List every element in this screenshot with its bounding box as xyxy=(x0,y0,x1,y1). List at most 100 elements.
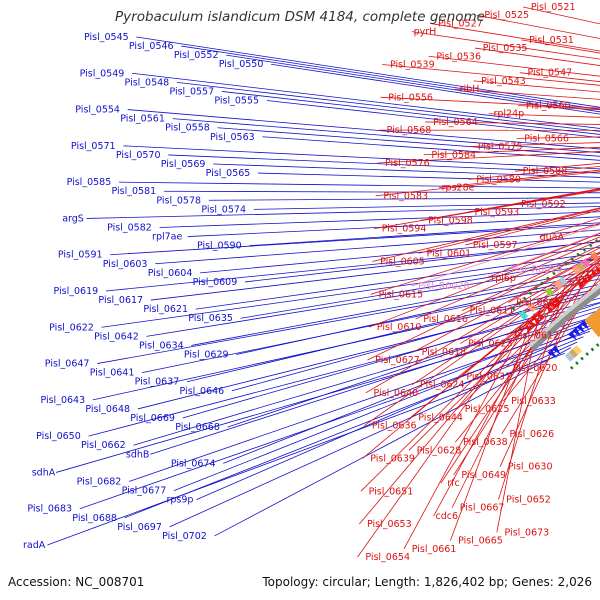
gene-label: rfc xyxy=(447,478,459,489)
leader-line xyxy=(470,142,600,147)
gene-label: Pisl_0574 xyxy=(201,204,246,215)
leader-line xyxy=(101,257,600,328)
cog-block xyxy=(571,265,582,276)
leader-line xyxy=(454,88,600,100)
gene-label: Pisl_0547 xyxy=(528,68,573,79)
tick-dot xyxy=(588,243,593,248)
tick-dot xyxy=(534,286,539,291)
gene-label: Pisl_0588 xyxy=(523,166,568,177)
leader-line xyxy=(440,277,578,484)
genome-title: Pyrobaculum islandicum DSM 4184, complet… xyxy=(115,9,485,25)
leader-line xyxy=(163,190,600,194)
tick-dot xyxy=(546,276,550,281)
gene-label: radA xyxy=(23,540,46,551)
leader-line xyxy=(196,325,597,501)
leader-line xyxy=(123,145,600,170)
gene-label: Pisl_0619 xyxy=(54,286,99,297)
cog-block xyxy=(518,310,529,320)
gene-label: rpl24p xyxy=(493,109,524,120)
gene-label: Pisl_0584 xyxy=(431,150,476,161)
reverse-gene-mark xyxy=(591,269,598,278)
leader-line xyxy=(253,202,600,210)
gene-label: Pisl_0634 xyxy=(139,340,184,351)
gene-label: Pisl_0650 xyxy=(36,431,81,442)
leader-line xyxy=(155,229,600,265)
gene-label: Pisl_0561 xyxy=(120,114,165,125)
forward-gene-mark xyxy=(547,348,557,359)
gene-label: Pisl_0643 xyxy=(40,395,85,406)
gene-label: cdc6 xyxy=(436,511,459,522)
backbone-ring xyxy=(531,288,600,351)
gene-label: Pisl_0536 xyxy=(436,51,481,62)
leader-line xyxy=(136,36,600,108)
gene-label: Pisl_0640 xyxy=(374,388,419,399)
leader-line xyxy=(518,105,600,111)
gene-label: Pisl_0556 xyxy=(388,92,433,103)
gene-label: Pisl_0612 xyxy=(514,330,559,341)
gene-label: Pisl_0688 xyxy=(72,513,117,524)
gene-label: Pisl_0552 xyxy=(174,50,219,61)
leader-line xyxy=(271,63,600,115)
gene-label: Pisl_0667 xyxy=(460,503,505,514)
leader-line xyxy=(375,171,600,197)
leader-line xyxy=(181,45,600,110)
gene-label: sdhB xyxy=(126,449,150,460)
gene-label: Pisl_0631 xyxy=(466,371,511,382)
reverse-gene-mark xyxy=(555,297,563,307)
gene-label: Pisl_0585 xyxy=(67,177,112,188)
gene-label: Pisl_0575 xyxy=(478,142,523,153)
gene-label: Pisl_0620 xyxy=(513,363,558,374)
leader-line xyxy=(539,217,600,238)
gene-label: Pisl_0554 xyxy=(75,105,120,116)
reverse-gene-mark xyxy=(546,305,554,314)
feature-tracks-layer xyxy=(511,239,600,370)
gene-label: Pisl_0702 xyxy=(162,531,207,542)
leader-line xyxy=(430,23,600,52)
leader-line xyxy=(468,165,600,180)
gene-label: Pisl_0652 xyxy=(506,495,551,506)
gene-label: Pisl_0592 xyxy=(521,199,566,210)
leader-line xyxy=(516,136,600,139)
leader-line xyxy=(382,64,600,86)
gene-label: Pisl_0581 xyxy=(111,186,156,197)
leader-line xyxy=(208,197,600,201)
leader-line xyxy=(195,252,600,310)
gene-label: Pisl_0605 xyxy=(380,256,425,267)
gene-label: Pisl_0609 xyxy=(193,277,238,288)
leader-line xyxy=(411,259,600,385)
gene-label: Pisl_0582 xyxy=(107,223,152,234)
gene-label: pyrH xyxy=(414,27,437,38)
gene-label: Pisl_0576 xyxy=(385,158,430,169)
leader-line xyxy=(504,232,600,271)
leader-line xyxy=(372,207,600,262)
gene-label: Pisl_0571 xyxy=(71,141,116,152)
leader-line xyxy=(221,91,600,135)
tick-dot xyxy=(585,352,590,356)
leader-line xyxy=(485,232,600,279)
gene-label: Pisl_0629 xyxy=(184,350,229,361)
leader-line xyxy=(450,313,535,541)
gene-label: Pisl_0569 xyxy=(161,159,206,170)
gene-label: Pisl_0636 xyxy=(372,421,417,432)
leader-line xyxy=(159,211,600,228)
gene-label: Pisl_0625 xyxy=(465,404,510,415)
gene-label: Pisl_0570 xyxy=(116,150,161,161)
gene-label: Pisl_0624 xyxy=(420,380,465,391)
gene-label: Pisl_0555 xyxy=(214,96,259,107)
leader-line xyxy=(415,239,600,320)
leader-line xyxy=(97,273,600,364)
leader-line xyxy=(367,247,600,361)
tick-dot xyxy=(522,296,527,301)
cog-block xyxy=(558,276,568,286)
tick-dot xyxy=(576,252,580,257)
gene-label: Pisl_0621 xyxy=(143,304,188,315)
leader-line xyxy=(465,209,600,246)
reverse-gene-mark xyxy=(581,276,589,285)
reverse-gene-mark xyxy=(577,279,585,289)
backbone-layer xyxy=(528,283,600,351)
gene-label: Pisl_0535 xyxy=(483,43,528,54)
leader-line xyxy=(172,118,600,153)
gene-label: Pisl_0603 xyxy=(103,259,148,270)
gene-label: Pisl_0565 xyxy=(206,168,251,179)
